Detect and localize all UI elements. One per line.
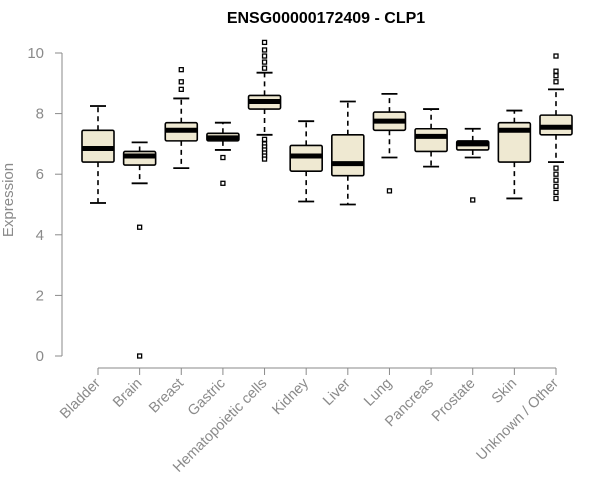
outlier-point (386, 188, 393, 194)
y-axis-ticks: 0 2 4 6 8 10 (27, 45, 62, 365)
iqr-box (414, 127, 448, 153)
box-lung (372, 93, 407, 194)
outlier-point (178, 67, 184, 73)
x-tick-label: Breast (146, 376, 187, 417)
x-tick-label: Kidney (269, 375, 312, 418)
outlier-point (220, 180, 226, 186)
outlier-point (261, 53, 268, 59)
outlier-point (261, 59, 268, 65)
box-bladder (81, 105, 115, 204)
y-tick-label: 2 (36, 287, 44, 304)
outlier-point (553, 79, 559, 85)
outlier-point (261, 156, 268, 162)
boxes-group (81, 39, 573, 359)
chart-title: ENSG00000172409 - CLP1 (227, 10, 425, 27)
outlier-point (261, 39, 268, 46)
box-breast (164, 67, 199, 170)
y-tick-label: 8 (36, 106, 44, 123)
x-tick-label: Liver (320, 375, 354, 409)
y-tick-label: 6 (36, 166, 44, 183)
x-tick-label: Prostate (429, 376, 478, 425)
y-tick-label: 4 (36, 227, 44, 244)
outlier-point (553, 189, 559, 196)
outlier-point (220, 154, 226, 161)
box-liver (331, 100, 365, 206)
box-gastric (206, 121, 240, 186)
outlier-point (553, 53, 559, 59)
outlier-point (178, 79, 184, 85)
x-tick-label: Brain (110, 376, 145, 411)
outlier-point (553, 195, 559, 202)
outlier-point (553, 165, 559, 171)
outlier-point (136, 224, 143, 230)
box-prostate (455, 127, 490, 203)
x-tick-label: Bladder (57, 375, 104, 422)
box-skin (497, 109, 532, 200)
box-brain (122, 141, 157, 359)
box-hematopoietic-cells (247, 39, 282, 162)
box-unknown-other (539, 53, 573, 202)
outlier-point (261, 65, 268, 71)
outlier-point (553, 68, 559, 74)
outlier-point (553, 73, 559, 79)
box-kidney (289, 120, 323, 203)
box-pancreas (414, 108, 448, 168)
outlier-point (261, 136, 268, 143)
iqr-box (331, 134, 365, 177)
x-tick-label: Skin (489, 376, 520, 407)
x-tick-label: Lung (361, 376, 395, 410)
y-tick-label: 0 (36, 348, 44, 365)
outlier-point (178, 86, 184, 93)
outlier-point (553, 183, 559, 189)
outlier-point (553, 171, 559, 177)
outlier-point (261, 47, 268, 53)
outlier-point (553, 177, 559, 183)
y-tick-label: 10 (27, 45, 44, 62)
outlier-point (136, 353, 143, 359)
outlier-point (470, 197, 476, 203)
y-axis-label: Expression (0, 163, 17, 237)
